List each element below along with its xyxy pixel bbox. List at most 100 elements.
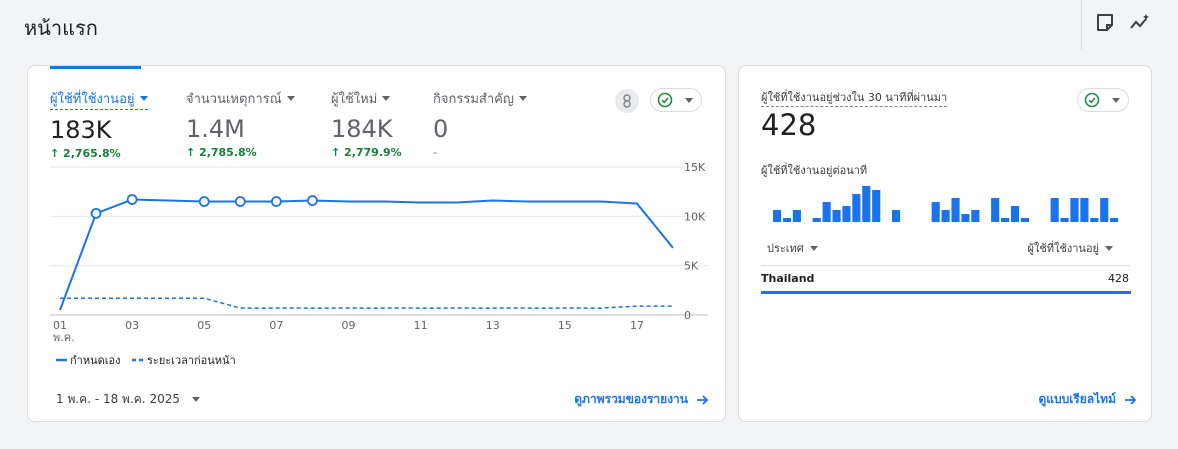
- metric-label: จำนวนเหตุการณ์: [186, 88, 295, 109]
- metric-change: ↑ 2,779.9%: [331, 146, 402, 159]
- table-row-share-bar: [761, 291, 1131, 294]
- chart-legend: กำหนดเอง ระยะเวลาก่อนหน้า: [56, 354, 236, 367]
- active-tab-indicator: [50, 66, 141, 69]
- page-title: หน้าแรก: [24, 16, 98, 40]
- view-realtime-label: ดูแบบเรียลไทม์: [1038, 392, 1116, 406]
- per-minute-bar: [842, 206, 851, 222]
- data-quality-dropdown[interactable]: [1077, 88, 1129, 112]
- data-point-marker[interactable]: [307, 195, 318, 206]
- per-minute-bar: [961, 214, 970, 222]
- y-tick-label: 5K: [684, 260, 699, 273]
- metric-label: ผู้ใช้ใหม่: [331, 88, 402, 109]
- metric-label: กิจกรรมสำคัญ: [433, 88, 527, 109]
- series-line-previous: [60, 297, 673, 309]
- legend-current-label: กำหนดเอง: [70, 354, 121, 367]
- metric-key-events[interactable]: กิจกรรมสำคัญ 0 -: [433, 88, 527, 159]
- metric-value: 0: [433, 115, 449, 143]
- x-month-label: พ.ค.: [53, 331, 75, 344]
- metric-value: 1.4M: [186, 115, 245, 143]
- per-minute-bar: [1010, 206, 1020, 222]
- check-circle-icon: [657, 92, 673, 108]
- per-minute-bar: [931, 202, 940, 222]
- metric-event-count[interactable]: จำนวนเหตุการณ์ 1.4M ↑ 2,785.8%: [186, 88, 295, 159]
- per-minute-bar: [1080, 198, 1089, 222]
- data-point-marker[interactable]: [234, 196, 246, 207]
- x-tick-label: 03: [125, 319, 139, 332]
- legend-previous-label: ระยะเวลาก่อนหน้า: [147, 354, 236, 367]
- caret-down-icon: [382, 96, 391, 101]
- date-range-selector[interactable]: 1 พ.ค. - 18 พ.ค. 2025: [56, 390, 200, 409]
- table-row-users: 428: [1108, 272, 1129, 285]
- realtime-title: ผู้ใช้ที่ใช้งานอยู่ช่วงใน 30 นาทีที่ผ่าน…: [761, 88, 948, 107]
- users-header-label: ผู้ใช้ที่ใช้งานอยู่: [1027, 242, 1100, 255]
- arrow-right-icon: [697, 394, 709, 405]
- insights-icon[interactable]: [1129, 12, 1151, 34]
- per-minute-bar-chart: [773, 186, 1119, 222]
- overview-card: ผู้ใช้ที่ใช้งานอยู่ 183K ↑ 2,765.8% จำนว…: [27, 65, 726, 422]
- trend-chart: 15K 10K 5K 0 01 03 05 07 09 11 13 15 17 พ.ค. กำหนดเอ…: [50, 161, 708, 367]
- table-row-country: Thailand: [761, 272, 815, 285]
- arrow-right-icon: [1125, 394, 1137, 405]
- per-minute-bar: [792, 210, 801, 222]
- per-minute-bar: [822, 202, 831, 222]
- data-point-marker[interactable]: [126, 194, 138, 205]
- metric-value: 184K: [331, 115, 393, 143]
- caret-down-icon: [1105, 245, 1113, 251]
- series-line-current: [59, 198, 674, 311]
- date-range-label: 1 พ.ค. - 18 พ.ค. 2025: [56, 392, 180, 406]
- data-point-marker[interactable]: [198, 196, 210, 207]
- per-minute-bar: [852, 194, 861, 222]
- note-icon[interactable]: [1094, 12, 1116, 34]
- check-circle-icon: [1084, 92, 1100, 108]
- per-minute-bar: [941, 210, 950, 222]
- data-quality-dropdown[interactable]: [650, 88, 702, 112]
- view-report-link[interactable]: ดูภาพรวมของรายงาน: [574, 390, 709, 409]
- metric-value: 183K: [50, 116, 112, 144]
- x-tick-label: 17: [630, 319, 644, 332]
- per-minute-bar: [1050, 198, 1059, 222]
- toolbar-divider: [1081, 0, 1082, 50]
- metric-label: ผู้ใช้ที่ใช้งานอยู่: [50, 88, 148, 110]
- x-tick-label: 01: [53, 319, 67, 332]
- caret-down-icon: [191, 397, 200, 402]
- per-minute-bar: [1110, 218, 1119, 222]
- caret-down-icon: [139, 96, 148, 101]
- per-minute-bar: [951, 198, 960, 222]
- caret-down-icon: [1112, 97, 1120, 103]
- view-report-label: ดูภาพรวมของรายงาน: [574, 392, 688, 406]
- x-tick-label: 13: [486, 319, 500, 332]
- caret-down-icon: [809, 245, 818, 251]
- realtime-value: 428: [761, 108, 817, 142]
- x-tick-label: 15: [558, 319, 572, 332]
- per-minute-bar: [1100, 198, 1109, 222]
- per-minute-bar: [1060, 218, 1069, 222]
- per-minute-bar: [1070, 198, 1079, 222]
- per-minute-bar: [1090, 218, 1099, 222]
- caret-down-icon: [286, 96, 295, 101]
- data-point-marker[interactable]: [90, 207, 102, 219]
- y-tick-label: 0: [684, 309, 691, 322]
- data-point-marker[interactable]: [270, 196, 282, 207]
- metric-new-users[interactable]: ผู้ใช้ใหม่ 184K ↑ 2,779.9%: [331, 88, 402, 159]
- realtime-card: ผู้ใช้ที่ใช้งานอยู่ช่วงใน 30 นาทีที่ผ่าน…: [738, 65, 1152, 422]
- per-minute-bar: [891, 210, 901, 222]
- country-column-header[interactable]: ประเทศ: [767, 239, 818, 257]
- caret-down-icon: [685, 97, 693, 103]
- per-minute-bar: [1001, 218, 1010, 222]
- per-minute-bar: [971, 210, 980, 222]
- view-realtime-link[interactable]: ดูแบบเรียลไทม์: [1038, 390, 1137, 409]
- metric-active-users[interactable]: ผู้ใช้ที่ใช้งานอยู่ 183K ↑ 2,765.8%: [50, 88, 148, 160]
- per-minute-bar: [812, 218, 821, 222]
- x-tick-label: 11: [414, 319, 428, 332]
- per-minute-bar: [991, 198, 1000, 222]
- per-minute-bar: [872, 190, 881, 222]
- metric-change: ↑ 2,765.8%: [50, 147, 121, 160]
- per-minute-label: ผู้ใช้ที่ใช้งานอยู่ต่อนาที: [761, 164, 868, 177]
- x-tick-label: 05: [197, 319, 211, 332]
- x-tick-label: 07: [269, 319, 283, 332]
- compare-icon[interactable]: [615, 89, 639, 113]
- per-minute-bar: [1020, 218, 1029, 222]
- y-tick-label: 15K: [684, 161, 706, 174]
- users-column-header[interactable]: ผู้ใช้ที่ใช้งานอยู่: [1027, 239, 1113, 257]
- y-tick-label: 10K: [684, 210, 706, 223]
